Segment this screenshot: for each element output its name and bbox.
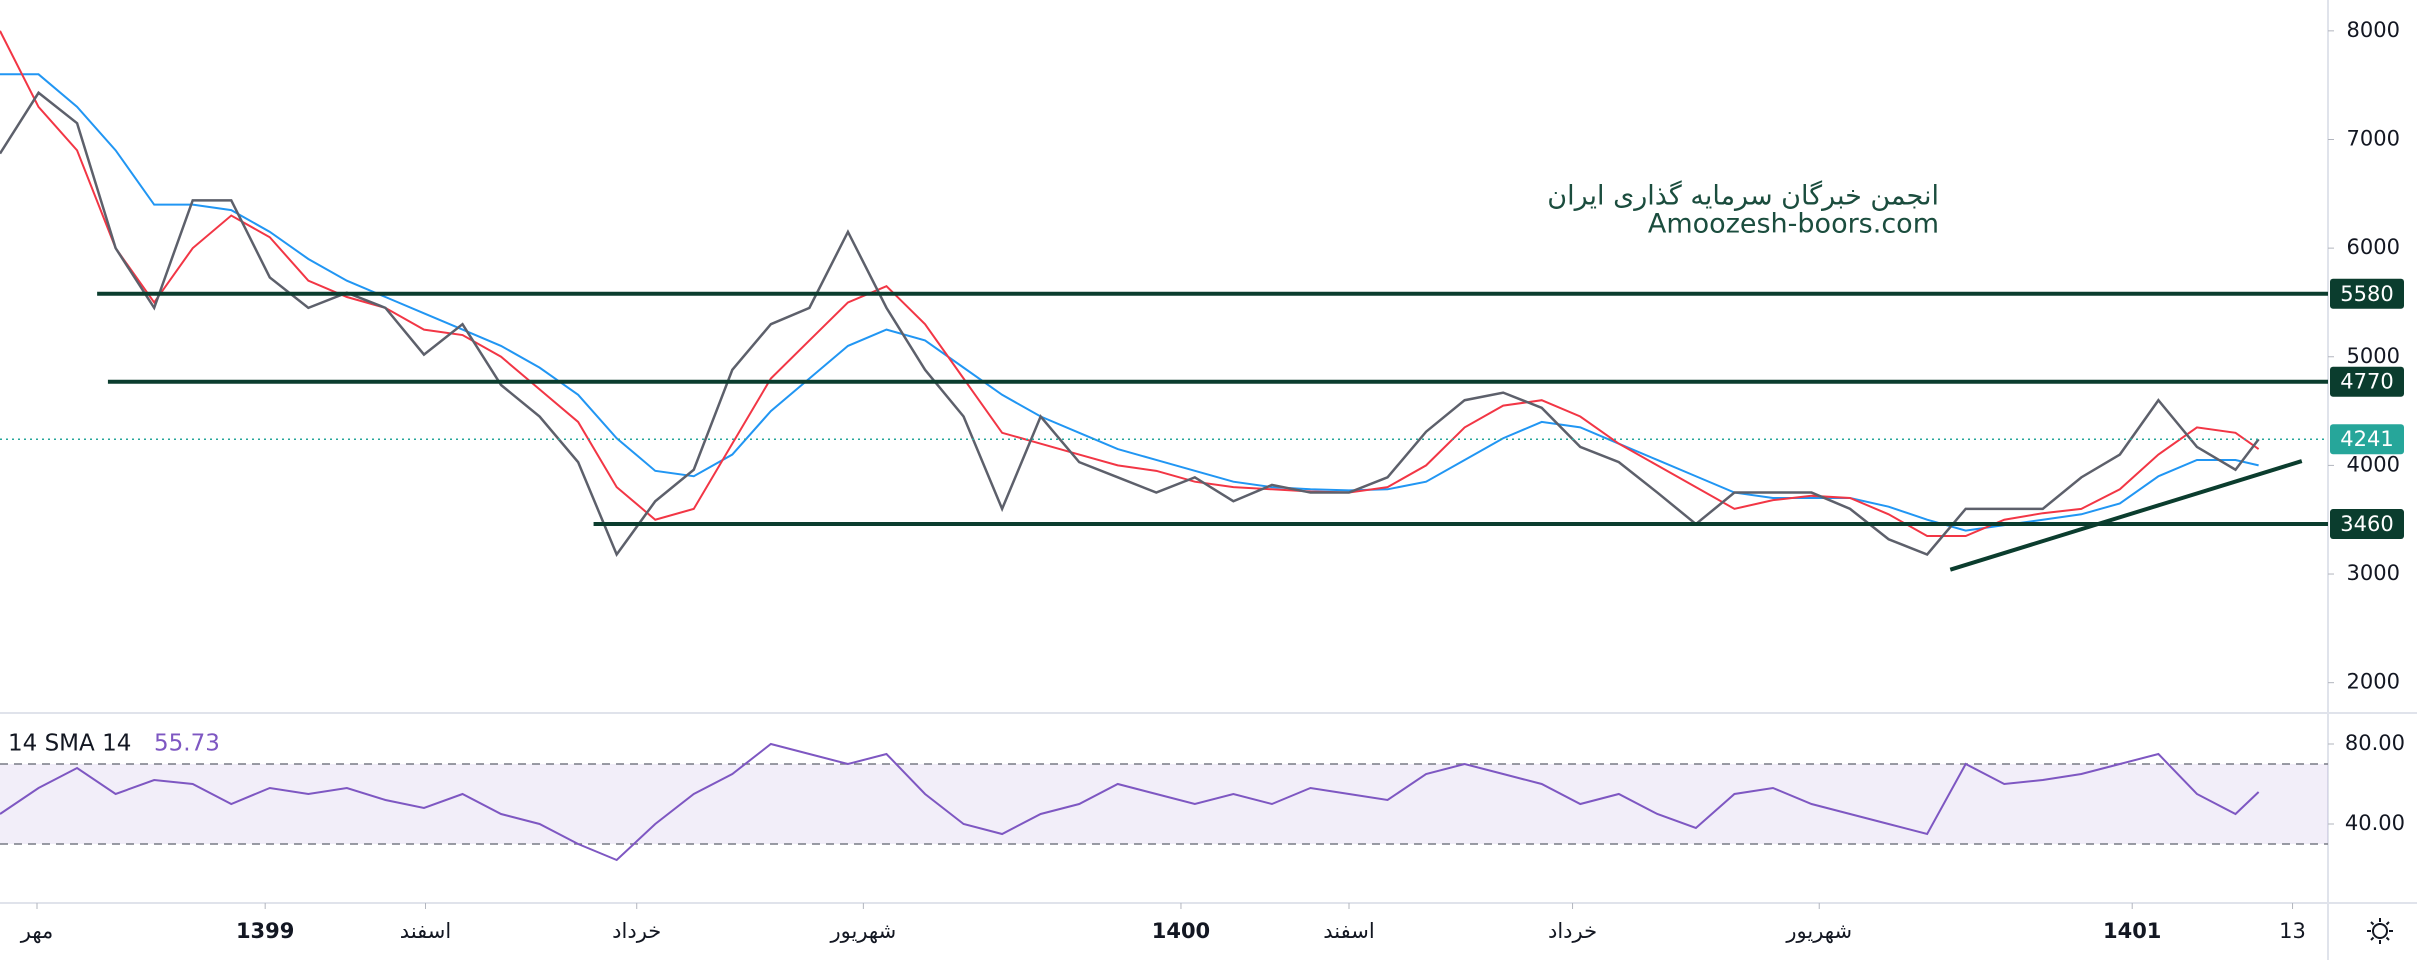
ma-fast-line xyxy=(0,30,2260,538)
x-tick-label: اسفند xyxy=(1323,919,1374,943)
y-tick-label: 6000 xyxy=(2347,235,2400,259)
settings-icon[interactable] xyxy=(2367,918,2393,944)
trendline xyxy=(1949,459,2303,572)
y-tick-label: 2000 xyxy=(2347,670,2400,694)
watermark: Amoozesh-boors.com xyxy=(1648,209,1939,240)
ma-slow-line xyxy=(0,73,2259,532)
x-tick-label: 1400 xyxy=(1152,919,1210,943)
y-tick-label: 5000 xyxy=(2347,344,2400,368)
rsi-band xyxy=(0,764,2328,844)
level-label-box xyxy=(2330,278,2404,309)
y-tick-label: 3000 xyxy=(2347,561,2400,585)
last-price-box xyxy=(2330,424,2404,455)
watermark: انجمن خبرگان سرمایه گذاری ایران xyxy=(1547,180,1939,212)
last-price-label: 4241 xyxy=(2340,427,2393,451)
x-tick-label: اسفند xyxy=(400,919,451,943)
rsi-y-tick-label: 80.00 xyxy=(2345,731,2405,755)
y-tick-label: 4000 xyxy=(2347,452,2400,476)
level-label-box xyxy=(2330,366,2404,397)
x-tick-label: شهریور xyxy=(1785,919,1852,943)
price-line xyxy=(0,90,2260,558)
y-tick-label: 8000 xyxy=(2347,18,2400,42)
x-tick-label: 13 xyxy=(2279,919,2306,943)
x-tick-label: خرداد xyxy=(612,919,661,943)
level-label: 5580 xyxy=(2340,282,2393,306)
x-tick-label: خرداد xyxy=(1548,919,1597,943)
x-tick-label: مهر xyxy=(20,919,54,943)
rsi-y-tick-label: 40.00 xyxy=(2345,811,2405,835)
rsi-title: 14 SMA 14 xyxy=(8,731,131,757)
rsi-line xyxy=(0,742,2260,862)
rsi-value: 55.73 xyxy=(154,731,220,757)
level-label: 4770 xyxy=(2340,370,2393,394)
y-tick-label: 7000 xyxy=(2347,126,2400,150)
level-label-box xyxy=(2330,509,2404,540)
level-label: 3460 xyxy=(2340,512,2393,536)
x-tick-label: شهریور xyxy=(830,919,897,943)
x-tick-label: 1401 xyxy=(2103,919,2161,943)
x-tick-label: 1399 xyxy=(236,919,294,943)
